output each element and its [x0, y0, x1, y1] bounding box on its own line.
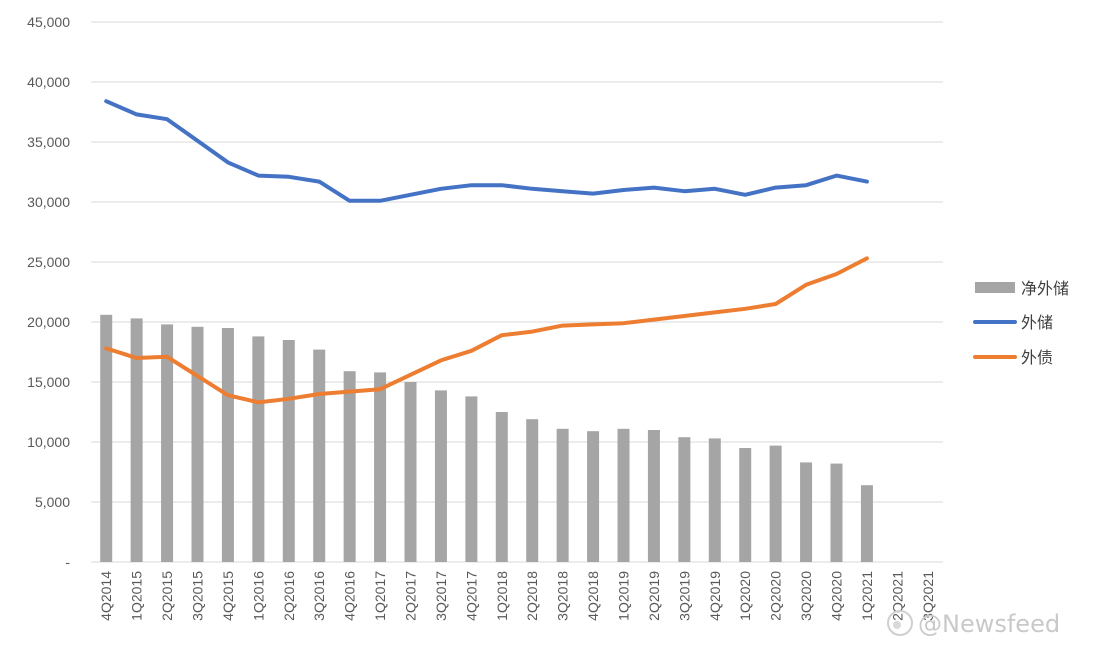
x-tick-label: 2Q2017 — [403, 571, 419, 621]
x-tick-label: 1Q2019 — [616, 571, 632, 621]
bar — [343, 371, 356, 562]
x-tick-label: 4Q2014 — [98, 571, 114, 621]
line-layer — [104, 99, 869, 405]
legend-label: 外债 — [1021, 348, 1053, 367]
bar — [282, 340, 295, 562]
bar — [252, 336, 265, 562]
y-tick-label: 30,000 — [27, 194, 70, 210]
watermark-text: @Newsfeed — [918, 610, 1060, 638]
bar — [617, 428, 630, 562]
bar — [495, 412, 508, 562]
y-tick-label: 10,000 — [27, 434, 70, 450]
x-tick-label: 2Q2015 — [159, 571, 175, 621]
x-tick-label: 1Q2021 — [859, 571, 875, 621]
bar — [404, 382, 417, 562]
x-tick-label: 3Q2019 — [676, 571, 692, 621]
bar — [769, 445, 782, 562]
watermark-logo-dot-icon — [893, 621, 901, 629]
legend-swatch — [975, 282, 1015, 293]
bar — [434, 390, 447, 562]
y-tick-label: 5,000 — [35, 494, 70, 510]
x-tick-label: 4Q2017 — [463, 571, 479, 621]
bar — [161, 324, 174, 562]
bar — [830, 463, 843, 562]
x-tick-label: 2Q2018 — [524, 571, 540, 621]
bar — [739, 448, 752, 562]
x-tick-label: 1Q2016 — [250, 571, 266, 621]
bar — [191, 326, 204, 562]
x-tick-label: 2Q2021 — [889, 571, 905, 621]
x-tick-label: 1Q2017 — [372, 571, 388, 621]
x-tick-label: 4Q2018 — [585, 571, 601, 621]
x-tick-label: 4Q2015 — [220, 571, 236, 621]
legend-label: 净外储 — [1021, 279, 1069, 298]
bar — [678, 437, 691, 562]
watermark: @Newsfeed — [887, 610, 1060, 638]
bar — [526, 419, 539, 562]
legend-label: 外储 — [1021, 313, 1053, 332]
bar — [556, 428, 569, 562]
y-tick-label: 35,000 — [27, 134, 70, 150]
y-tick-label: 25,000 — [27, 254, 70, 270]
x-tick-label: 3Q2017 — [433, 571, 449, 621]
y-tick-label: 20,000 — [27, 314, 70, 330]
bar — [313, 349, 326, 562]
bar — [130, 318, 143, 562]
bar — [100, 314, 113, 562]
bar — [708, 438, 721, 562]
bar — [800, 462, 813, 562]
x-tick-label: 3Q2021 — [920, 571, 936, 621]
x-tick-label: 3Q2015 — [190, 571, 206, 621]
x-tick-label: 3Q2018 — [555, 571, 571, 621]
bar — [374, 372, 387, 562]
y-tick-label: 45,000 — [27, 14, 70, 30]
grid-layer — [91, 21, 943, 563]
x-tick-label: 4Q2019 — [707, 571, 723, 621]
x-tick-label: 1Q2020 — [737, 571, 753, 621]
bar — [221, 328, 234, 562]
series-line — [104, 256, 869, 405]
bar-layer — [100, 314, 873, 562]
y-tick-label: 40,000 — [27, 74, 70, 90]
x-tick-label: 2Q2020 — [768, 571, 784, 621]
y-tick-label: 15,000 — [27, 374, 70, 390]
x-tick-label: 3Q2016 — [311, 571, 327, 621]
bar — [465, 396, 478, 562]
x-tick-label: 2Q2016 — [281, 571, 297, 621]
bar — [647, 430, 660, 562]
y-tick-layer: - 5,000 10,000 15,000 20,000 25,000 30,000 35,0… — [27, 14, 70, 570]
x-tick-label: 1Q2015 — [129, 571, 145, 621]
x-tick-label: 1Q2018 — [494, 571, 510, 621]
y-tick-label: - — [65, 554, 70, 570]
bar — [587, 431, 600, 562]
series-line — [104, 99, 869, 203]
x-tick-label: 4Q2016 — [342, 571, 358, 621]
x-tick-label: 3Q2020 — [798, 571, 814, 621]
x-tick-label: 4Q2020 — [829, 571, 845, 621]
x-tick-label: 2Q2019 — [646, 571, 662, 621]
x-tick-layer: 4Q2014 1Q2015 2Q2015 3Q2015 4Q2015 1Q2016 2Q20… — [98, 571, 936, 621]
bar — [860, 485, 873, 562]
watermark-logo-icon — [887, 610, 913, 636]
